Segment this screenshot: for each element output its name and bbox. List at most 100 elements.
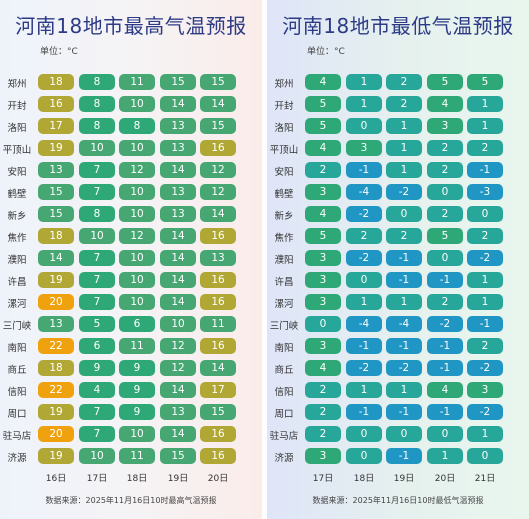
city-row: 信阳 2 1 1 4 3	[267, 380, 529, 400]
city-row: 新乡 15 8 10 13 14	[0, 204, 262, 224]
city-name: 商丘	[7, 365, 27, 376]
temperature-cell: 0	[427, 184, 463, 200]
city-row: 平顶山 19 10 10 13 16	[0, 138, 262, 158]
temperature-cell: 2	[427, 162, 463, 178]
city-name: 鹤壁	[7, 189, 27, 200]
temperature-cell: 2	[467, 338, 503, 354]
city-name: 濮阳	[7, 255, 27, 266]
temperature-cell: 2	[305, 162, 341, 178]
temperature-cell: -1	[346, 404, 382, 420]
temperature-cell: -3	[467, 184, 503, 200]
temperature-cell: 22	[38, 382, 74, 398]
city-row: 商丘 4 -2 -2 -1 -2	[267, 358, 529, 378]
high-panel-title: 河南18地市最高气温预报	[15, 14, 247, 38]
temperature-cell: -2	[467, 250, 503, 266]
temperature-cell: -2	[467, 360, 503, 376]
day-label: 16日	[45, 474, 67, 484]
temperature-cell: 13	[160, 404, 196, 420]
temperature-cell: 8	[79, 118, 115, 134]
temperature-cell: 8	[119, 118, 155, 134]
temperature-cell: 14	[200, 206, 236, 222]
temperature-cell: 2	[305, 382, 341, 398]
city-name: 平顶山	[269, 145, 299, 156]
city-name: 周口	[7, 409, 27, 420]
city-row: 濮阳 3 -2 -1 0 -2	[267, 248, 529, 268]
temperature-cell: 11	[200, 316, 236, 332]
city-name: 三门峡	[2, 321, 32, 332]
city-row: 鹤壁 3 -4 -2 0 -3	[267, 182, 529, 202]
temperature-cell: 15	[200, 404, 236, 420]
temperature-cell: 0	[386, 206, 422, 222]
temperature-cell: 6	[119, 316, 155, 332]
temperature-cell: 3	[305, 338, 341, 354]
temperature-cell: 14	[160, 272, 196, 288]
city-row: 南阳 22 6 11 12 16	[0, 336, 262, 356]
temperature-cell: 16	[200, 338, 236, 354]
temperature-cell: 3	[346, 140, 382, 156]
day-label: 17日	[312, 474, 334, 484]
temperature-cell: 3	[305, 184, 341, 200]
day-label: 18日	[126, 474, 148, 484]
temperature-cell: 19	[38, 140, 74, 156]
temperature-cell: 14	[38, 250, 74, 266]
day-label: 21日	[474, 474, 496, 484]
temperature-cell: 16	[38, 96, 74, 112]
city-name: 三门峡	[269, 321, 299, 332]
temperature-cell: 11	[119, 448, 155, 464]
city-name: 新乡	[274, 211, 294, 222]
temperature-cell: 0	[386, 426, 422, 442]
temperature-cell: 2	[427, 206, 463, 222]
temperature-cell: 13	[38, 162, 74, 178]
temperature-cell: -2	[467, 404, 503, 420]
city-name: 济源	[7, 453, 27, 464]
city-row: 商丘 18 9 9 12 14	[0, 358, 262, 378]
city-row: 南阳 3 -1 -1 -1 2	[267, 336, 529, 356]
city-name: 郑州	[274, 79, 294, 90]
temperature-cell: -1	[427, 404, 463, 420]
temperature-cell: -1	[386, 250, 422, 266]
temperature-cell: 20	[38, 294, 74, 310]
temperature-cell: 1	[467, 272, 503, 288]
temperature-cell: 4	[305, 74, 341, 90]
city-name: 郑州	[7, 79, 27, 90]
city-row: 信阳 22 4 9 14 17	[0, 380, 262, 400]
temperature-cell: 4	[427, 96, 463, 112]
temperature-cell: 12	[200, 162, 236, 178]
temperature-cell: 11	[119, 338, 155, 354]
temperature-cell: 18	[38, 360, 74, 376]
city-name: 开封	[274, 101, 294, 112]
temperature-cell: 10	[119, 294, 155, 310]
city-row: 周口 19 7 9 13 15	[0, 402, 262, 422]
temperature-cell: -1	[427, 272, 463, 288]
temperature-cell: -2	[386, 184, 422, 200]
city-name: 开封	[7, 101, 27, 112]
temperature-cell: 12	[119, 162, 155, 178]
temperature-cell: 1	[467, 426, 503, 442]
city-row: 许昌 3 0 -1 -1 1	[267, 270, 529, 290]
temperature-cell: 9	[119, 360, 155, 376]
city-row: 洛阳 17 8 8 13 15	[0, 116, 262, 136]
day-label: 19日	[393, 474, 415, 484]
city-name: 漯河	[274, 299, 294, 310]
temperature-cell: 14	[160, 382, 196, 398]
temperature-cell: 4	[305, 140, 341, 156]
temperature-cell: 14	[160, 294, 196, 310]
temperature-cell: -1	[346, 162, 382, 178]
city-name: 安阳	[274, 167, 294, 178]
temperature-cell: 3	[427, 118, 463, 134]
temperature-cell: 10	[119, 206, 155, 222]
temperature-cell: 13	[200, 250, 236, 266]
temperature-cell: 3	[305, 272, 341, 288]
temperature-cell: 10	[119, 184, 155, 200]
temperature-cell: 5	[427, 74, 463, 90]
city-row: 焦作 18 10 12 14 16	[0, 226, 262, 246]
temperature-cell: 2	[427, 294, 463, 310]
city-row: 驻马店 20 7 10 14 16	[0, 424, 262, 444]
temperature-cell: 13	[160, 118, 196, 134]
temperature-cell: 18	[38, 74, 74, 90]
city-name: 信阳	[274, 387, 294, 398]
temperature-cell: 0	[346, 272, 382, 288]
temperature-cell: 1	[346, 96, 382, 112]
city-row: 周口 2 -1 -1 -1 -2	[267, 402, 529, 422]
